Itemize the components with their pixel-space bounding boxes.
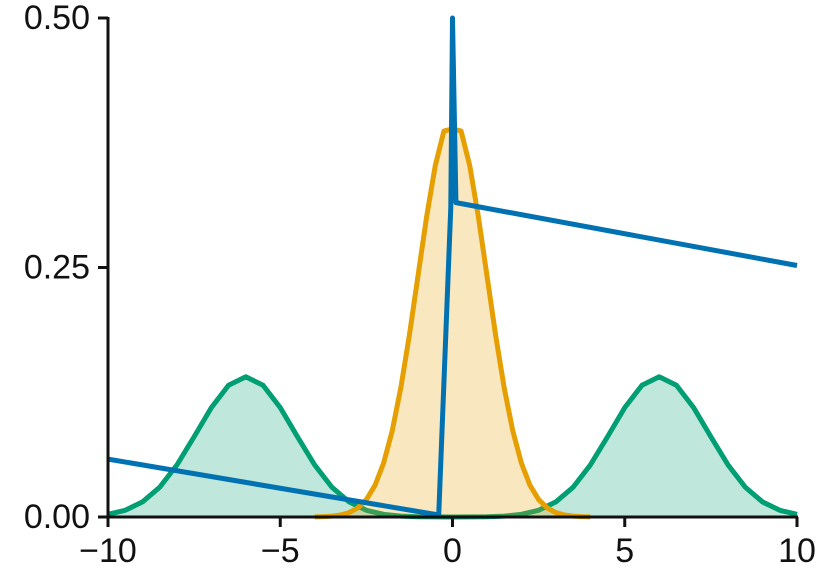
x-tick-label: 5 bbox=[615, 532, 634, 570]
y-tick-label: 0.50 bbox=[24, 0, 90, 37]
x-tick-label: 10 bbox=[778, 532, 816, 570]
x-tick-label: 0 bbox=[443, 532, 462, 570]
y-tick-label: 0.25 bbox=[24, 248, 90, 286]
line bbox=[107, 15, 798, 518]
y-tick-label: 0.00 bbox=[24, 498, 90, 536]
area bbox=[314, 128, 591, 517]
x-tick-label: −5 bbox=[261, 532, 300, 570]
x-tick-label: −10 bbox=[79, 532, 137, 570]
